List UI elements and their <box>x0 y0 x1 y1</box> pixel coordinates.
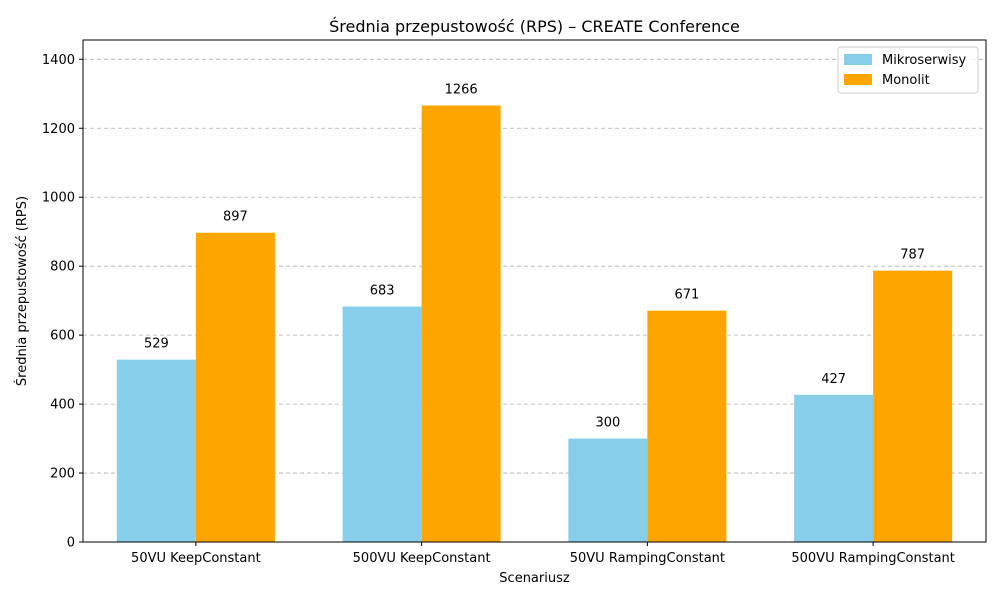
x-tick-label: 500VU KeepConstant <box>353 551 491 566</box>
bar-value-label: 529 <box>144 337 169 352</box>
bar-mikroserwisy <box>342 306 422 542</box>
bar-monolit <box>195 232 275 542</box>
bar-mikroserwisy <box>568 438 648 542</box>
bar-value-label: 897 <box>223 210 248 225</box>
bar-mikroserwisy <box>116 359 196 542</box>
bar-value-label: 683 <box>370 284 395 299</box>
legend-label: Monolit <box>882 73 930 88</box>
axes <box>82 39 987 543</box>
x-tick-label: 50VU KeepConstant <box>131 551 261 566</box>
bar-value-label: 300 <box>595 416 620 431</box>
y-tick-label: 400 <box>50 398 75 413</box>
bars <box>116 105 953 542</box>
y-tick-label: 1200 <box>42 122 75 137</box>
x-axis-ticks: 50VU KeepConstant 500VU KeepConstant 50VU … <box>131 542 955 566</box>
bar-mikroserwisy <box>794 394 874 542</box>
x-tick-label: 50VU RampingConstant <box>570 551 725 566</box>
y-axis-ticks: 0 200 400 600 800 1000 1200 1400 <box>42 53 83 551</box>
x-tick-label: 500VU RampingConstant <box>791 551 955 566</box>
y-axis-title: Średnia przepustowość (RPS) <box>14 196 30 386</box>
legend-swatch <box>844 54 872 65</box>
bar-value-label: 787 <box>900 248 925 263</box>
bar-value-label: 671 <box>674 288 699 303</box>
bar-value-label: 1266 <box>445 83 478 98</box>
chart-title: Średnia przepustowość (RPS) – CREATE Con… <box>329 17 740 36</box>
y-tick-label: 0 <box>67 536 75 551</box>
y-tick-label: 1400 <box>42 53 75 68</box>
plot-frame <box>82 39 987 543</box>
legend-swatch <box>844 74 872 85</box>
y-tick-label: 200 <box>50 467 75 482</box>
y-tick-label: 600 <box>50 329 75 344</box>
legend: Mikroserwisy Monolit <box>837 46 979 94</box>
y-tick-label: 800 <box>50 260 75 275</box>
value-labels: 529 897 683 1266 300 671 427 787 <box>144 83 925 431</box>
y-tick-label: 1000 <box>42 191 75 206</box>
bar-monolit <box>421 105 501 542</box>
bar-monolit <box>873 270 953 542</box>
legend-box <box>837 46 979 94</box>
legend-label: Mikroserwisy <box>882 53 967 68</box>
bar-monolit <box>647 310 727 542</box>
x-axis-title: Scenariusz <box>499 571 570 586</box>
bar-value-label: 427 <box>821 372 846 387</box>
